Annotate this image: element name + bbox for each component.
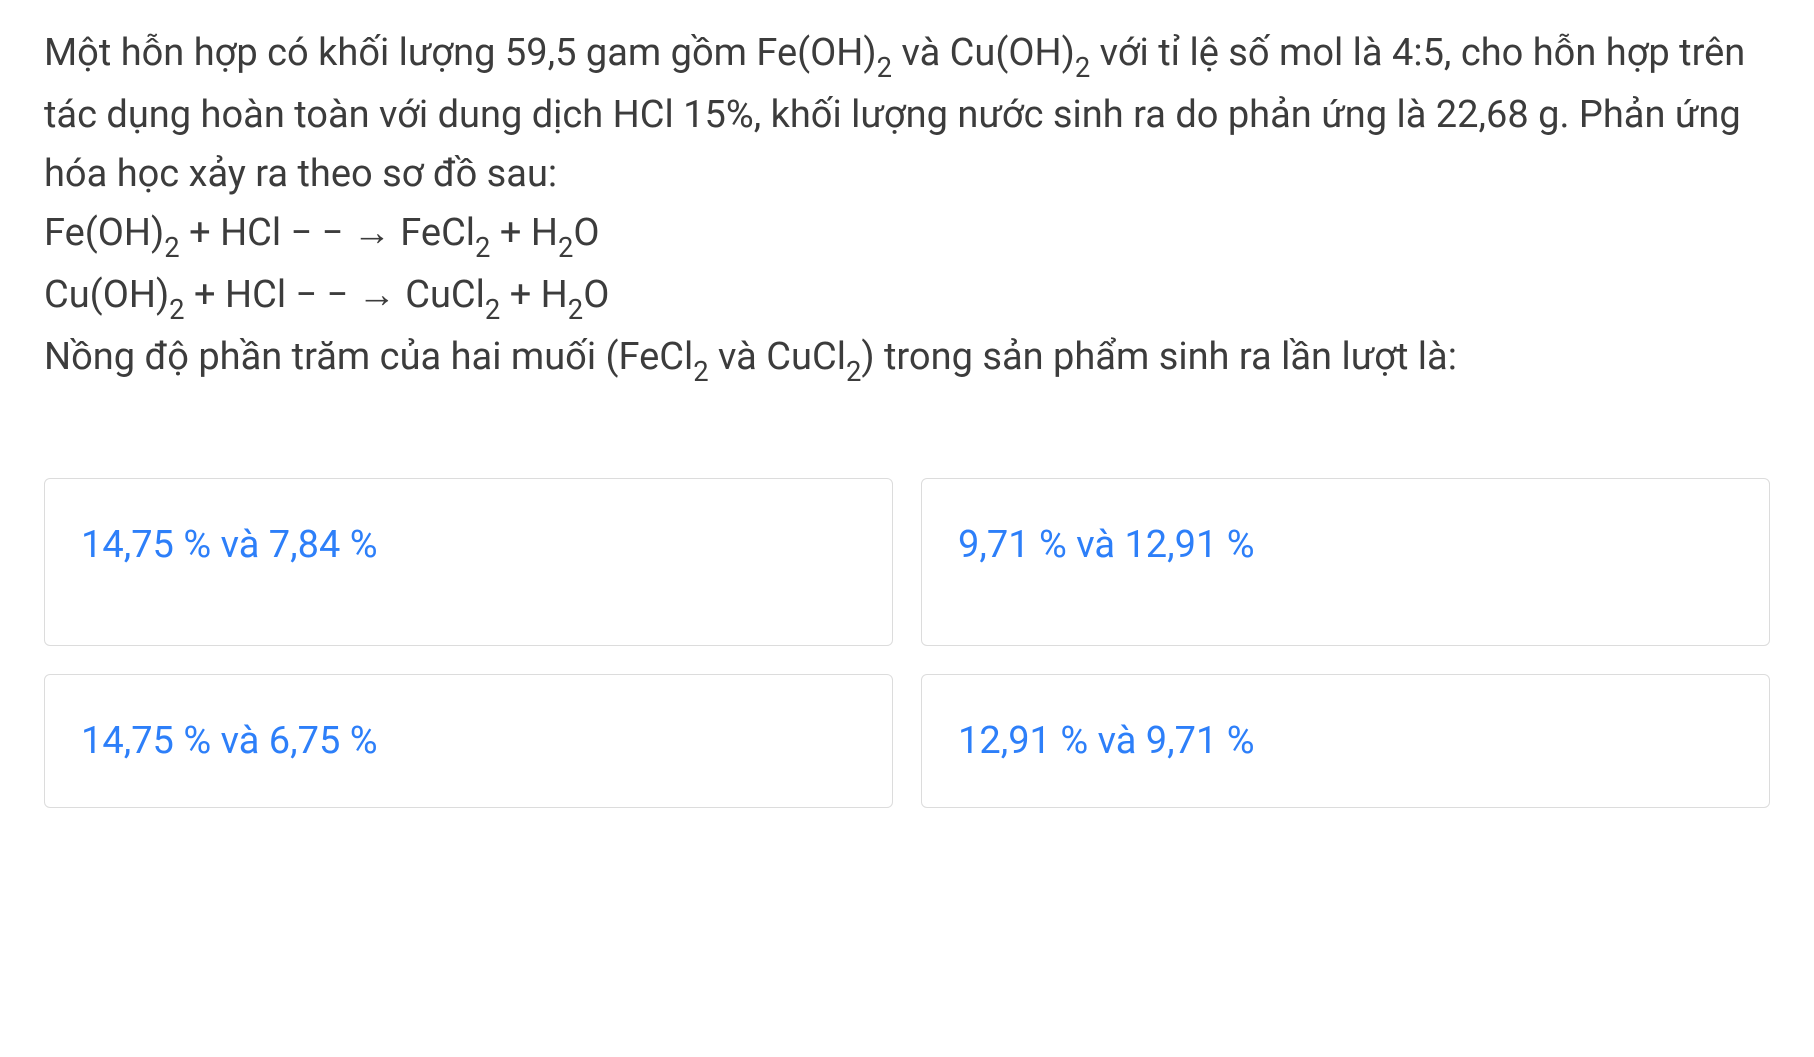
answer-option-d[interactable]: 12,91 % và 9,71 % <box>921 674 1770 808</box>
answer-option-a[interactable]: 14,75 % và 7,84 % <box>44 478 893 646</box>
question-text: Một hỗn hợp có khối lượng 59,5 gam gồm F… <box>44 24 1770 390</box>
answer-option-b[interactable]: 9,71 % và 12,91 % <box>921 478 1770 646</box>
answer-option-c[interactable]: 14,75 % và 6,75 % <box>44 674 893 808</box>
answers-grid: 14,75 % và 7,84 % 9,71 % và 12,91 % 14,7… <box>44 478 1770 808</box>
quiz-container: Một hỗn hợp có khối lượng 59,5 gam gồm F… <box>0 0 1814 808</box>
